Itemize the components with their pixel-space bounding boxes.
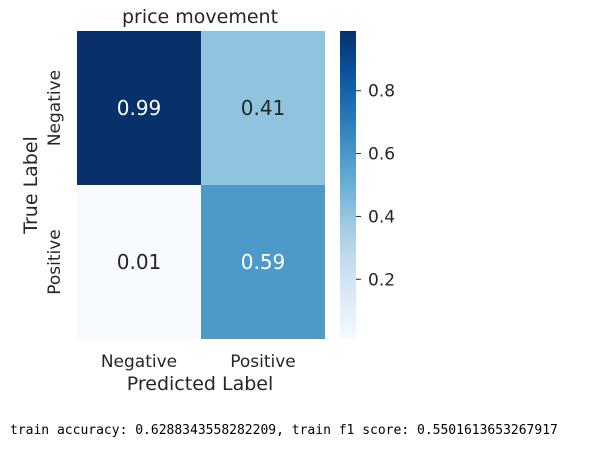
- training-metrics-text: train accuracy: 0.6288343558282209, trai…: [10, 423, 558, 438]
- colorbar-tick-label: 0.2: [368, 270, 395, 290]
- heatmap-cell: [77, 31, 201, 185]
- cell-value-label: 0.01: [117, 250, 162, 274]
- cell-value-label: 0.41: [241, 96, 286, 120]
- heatmap-cell: [201, 31, 325, 185]
- heatmap-cells: 0.99 0.41 0.01 0.59: [77, 31, 325, 339]
- colorbar: [340, 31, 356, 339]
- x-axis-label: Predicted Label: [127, 373, 274, 395]
- cell-value-label: 0.59: [241, 250, 286, 274]
- chart-title: price movement: [122, 6, 278, 28]
- x-tick-label: Negative: [101, 352, 177, 372]
- y-axis-label: True Label: [20, 136, 42, 235]
- colorbar-tick-label: 0.8: [368, 82, 395, 102]
- x-tick-label: Positive: [230, 352, 296, 372]
- colorbar-ticks: 0.2 0.4 0.6 0.8: [356, 82, 395, 290]
- y-tick-label: Positive: [45, 229, 65, 295]
- y-tick-label: Negative: [45, 70, 65, 146]
- heatmap-cell: [201, 185, 325, 339]
- confusion-matrix-chart: price movement 0.99 0.41 0.01 0.59 Negative…: [20, 6, 395, 395]
- y-tick-labels: Negative Positive: [45, 70, 65, 295]
- heatmap-cell: [77, 185, 201, 339]
- x-tick-labels: Negative Positive: [101, 352, 296, 372]
- cell-value-label: 0.99: [117, 96, 162, 120]
- colorbar-tick-label: 0.4: [368, 207, 395, 227]
- colorbar-tick-label: 0.6: [368, 145, 395, 165]
